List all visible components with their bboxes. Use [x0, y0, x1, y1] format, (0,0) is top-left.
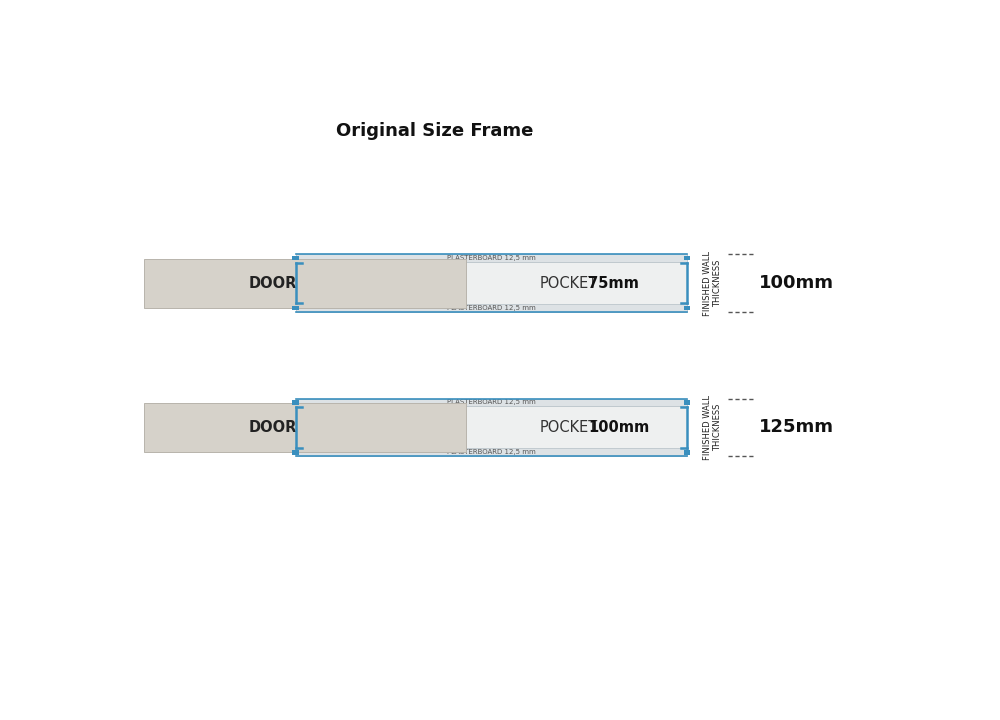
- Text: PLASTERBOARD 12,5 mm: PLASTERBOARD 12,5 mm: [447, 305, 536, 311]
- Bar: [292, 306, 299, 310]
- Bar: [144, 258, 466, 307]
- Bar: [292, 256, 299, 261]
- Text: 100mm: 100mm: [588, 420, 650, 435]
- Bar: [684, 256, 690, 261]
- Bar: [684, 450, 690, 454]
- Text: PLASTERBOARD 12,5 mm: PLASTERBOARD 12,5 mm: [447, 449, 536, 455]
- Bar: [292, 400, 299, 405]
- Text: Original Size Frame: Original Size Frame: [336, 122, 534, 140]
- Text: DOOR: DOOR: [249, 276, 297, 291]
- Text: POCKET: POCKET: [540, 420, 598, 435]
- Text: FINISHED WALL
THICKNESS: FINISHED WALL THICKNESS: [703, 395, 722, 460]
- Text: PLASTERBOARD 12,5 mm: PLASTERBOARD 12,5 mm: [447, 400, 536, 405]
- Bar: [296, 254, 687, 262]
- Text: 125mm: 125mm: [759, 418, 834, 436]
- Bar: [292, 450, 299, 454]
- Bar: [144, 403, 466, 451]
- Bar: [684, 400, 690, 405]
- Bar: [296, 262, 687, 305]
- Text: FINISHED WALL
THICKNESS: FINISHED WALL THICKNESS: [703, 251, 722, 315]
- Text: POCKET: POCKET: [540, 276, 598, 291]
- Bar: [296, 449, 687, 456]
- Bar: [296, 399, 687, 406]
- Text: DOOR: DOOR: [249, 420, 297, 435]
- Bar: [684, 306, 690, 310]
- Text: 75mm: 75mm: [588, 276, 639, 291]
- Text: PLASTERBOARD 12,5 mm: PLASTERBOARD 12,5 mm: [447, 256, 536, 261]
- Bar: [296, 305, 687, 312]
- Text: 100mm: 100mm: [759, 274, 834, 292]
- Bar: [296, 406, 687, 449]
